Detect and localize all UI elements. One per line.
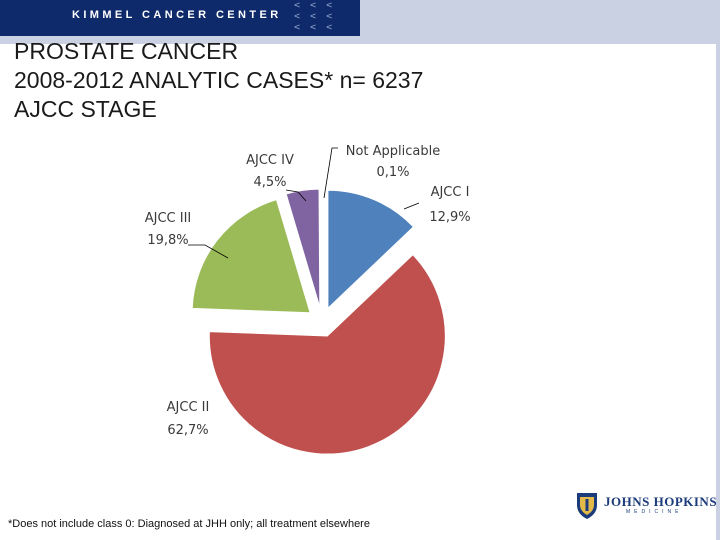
footnote: *Does not include class 0: Diagnosed at … [8, 518, 370, 530]
brand-name: KIMMEL CANCER CENTER [72, 9, 282, 21]
leader-line [285, 189, 307, 202]
chevron-row: < < < [294, 22, 335, 33]
slice-value-label: 0,1% [376, 165, 409, 180]
pie-slice-ajcc-i [327, 189, 415, 310]
slice-value-label: 62,7% [167, 423, 208, 438]
chevron-decoration: < < < < < < < < < [290, 0, 360, 36]
pie-slice-ajcc-iv [285, 188, 321, 308]
title-line-1: PROSTATE CANCER [14, 38, 239, 64]
slice-category-label: AJCC II [167, 400, 210, 415]
slide-title: PROSTATE CANCER 2008-2012 ANALYTIC CASES… [14, 37, 423, 124]
header-brand-bar: KIMMEL CANCER CENTER [0, 0, 290, 36]
slice-category-label: AJCC III [145, 211, 192, 226]
pie-slice-ajcc-iii [191, 199, 311, 314]
leader-line [323, 147, 338, 199]
right-border [716, 0, 720, 540]
pie-slice-not-applicable [320, 188, 323, 308]
slice-category-label: AJCC I [431, 185, 470, 200]
slice-category-label: AJCC IV [246, 153, 294, 168]
title-line-2: 2008-2012 ANALYTIC CASES* n= 6237 [14, 67, 424, 93]
johns-hopkins-logo: JOHNS HOPKINS MEDICINE [574, 490, 717, 520]
shield-icon [577, 493, 597, 519]
slice-value-label: 19,8% [147, 233, 188, 248]
chevron-row: < < < [294, 11, 335, 22]
logo-subtitle: MEDICINE [626, 509, 683, 515]
leader-line [403, 202, 420, 210]
logo-wordmark: JOHNS HOPKINS [604, 494, 718, 509]
slice-value-label: 12,9% [429, 210, 470, 225]
slice-value-label: 4,5% [253, 175, 286, 190]
leader-line [188, 244, 229, 259]
pie-slice-ajcc-ii [208, 254, 446, 455]
chevron-row: < < < [294, 0, 335, 11]
title-line-3: AJCC STAGE [14, 96, 157, 122]
slice-category-label: Not Applicable [346, 144, 441, 159]
